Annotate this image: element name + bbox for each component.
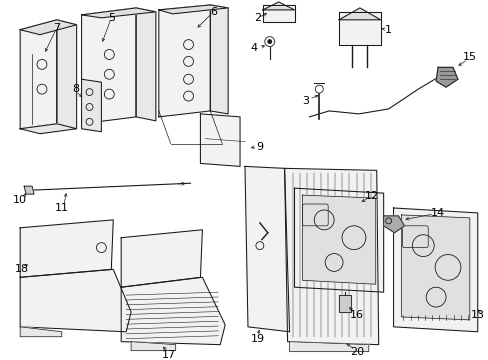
Circle shape xyxy=(267,40,271,44)
Text: 5: 5 xyxy=(107,13,115,23)
Polygon shape xyxy=(159,5,210,117)
Text: 19: 19 xyxy=(250,334,264,344)
Polygon shape xyxy=(210,5,228,114)
Polygon shape xyxy=(24,186,34,194)
Polygon shape xyxy=(81,79,101,132)
Text: 3: 3 xyxy=(301,96,308,106)
Polygon shape xyxy=(81,8,136,124)
Text: 17: 17 xyxy=(162,350,176,360)
Text: 13: 13 xyxy=(470,310,484,320)
Text: 18: 18 xyxy=(15,264,29,274)
Polygon shape xyxy=(121,230,202,287)
Polygon shape xyxy=(294,188,383,292)
Polygon shape xyxy=(159,5,228,14)
Text: 8: 8 xyxy=(72,84,79,94)
Polygon shape xyxy=(121,277,225,345)
Polygon shape xyxy=(57,20,77,129)
Polygon shape xyxy=(401,215,469,320)
Polygon shape xyxy=(20,20,77,35)
Polygon shape xyxy=(20,327,61,337)
Text: 10: 10 xyxy=(13,195,27,205)
Text: 4: 4 xyxy=(250,42,257,53)
Text: 12: 12 xyxy=(364,191,378,201)
Polygon shape xyxy=(289,342,368,352)
Polygon shape xyxy=(262,2,294,10)
Polygon shape xyxy=(20,269,131,332)
Polygon shape xyxy=(20,220,113,277)
Polygon shape xyxy=(131,342,175,351)
Text: 15: 15 xyxy=(462,53,476,62)
Text: 9: 9 xyxy=(256,141,263,152)
Text: 1: 1 xyxy=(385,25,391,35)
Text: 16: 16 xyxy=(349,310,363,320)
Polygon shape xyxy=(20,124,77,134)
Polygon shape xyxy=(200,114,240,166)
Polygon shape xyxy=(338,8,380,20)
Text: 11: 11 xyxy=(55,203,69,213)
Polygon shape xyxy=(393,208,477,332)
Polygon shape xyxy=(81,8,156,18)
Polygon shape xyxy=(383,216,404,233)
Polygon shape xyxy=(20,20,57,129)
Polygon shape xyxy=(435,67,457,87)
Polygon shape xyxy=(302,195,375,284)
Polygon shape xyxy=(284,168,378,345)
Polygon shape xyxy=(136,8,156,121)
Polygon shape xyxy=(338,295,350,312)
Polygon shape xyxy=(338,12,380,45)
Text: 7: 7 xyxy=(53,23,60,33)
Text: 20: 20 xyxy=(349,347,363,357)
Polygon shape xyxy=(262,5,294,22)
Polygon shape xyxy=(244,166,289,332)
Text: 14: 14 xyxy=(430,208,444,218)
Text: 2: 2 xyxy=(254,13,261,23)
Text: 6: 6 xyxy=(209,7,216,17)
